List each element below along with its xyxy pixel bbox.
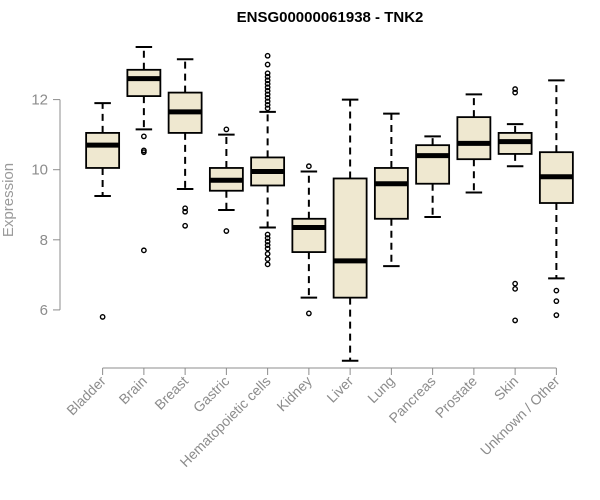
x-tick-label-liver: Liver — [323, 373, 356, 406]
outlier-hematopoietic-cells-16 — [264, 77, 271, 84]
outlier-kidney-0 — [305, 310, 312, 317]
outlier-breast-2 — [182, 205, 189, 212]
boxes-group — [85, 46, 574, 362]
outlier-skin-1 — [512, 285, 519, 292]
outlier-hematopoietic-cells-19 — [264, 61, 271, 68]
outlier-hematopoietic-cells-8 — [264, 105, 271, 112]
box-prostate — [456, 93, 492, 194]
y-tick-label-8: 8 — [40, 232, 48, 249]
box-unknown-other — [538, 79, 574, 319]
outlier-hematopoietic-cells-3 — [264, 245, 271, 252]
box-rect-liver — [332, 177, 368, 299]
outlier-unknown-other-0 — [553, 312, 560, 319]
box-gastric — [208, 126, 244, 234]
outlier-hematopoietic-cells-7 — [264, 231, 271, 238]
outlier-hematopoietic-cells-5 — [264, 238, 271, 245]
outlier-hematopoietic-cells-13 — [264, 87, 271, 94]
box-lung — [373, 112, 409, 268]
box-hematopoietic-cells — [250, 52, 286, 268]
outlier-hematopoietic-cells-9 — [264, 101, 271, 108]
outlier-hematopoietic-cells-1 — [264, 256, 271, 262]
x-tick-label-kidney: Kidney — [273, 373, 315, 415]
box-rect-brain — [126, 68, 162, 97]
y-tick-label-6: 6 — [40, 302, 48, 319]
y-tick-label-10: 10 — [31, 162, 48, 179]
box-liver — [332, 98, 368, 362]
outlier-hematopoietic-cells-17 — [264, 73, 271, 80]
x-tick-label-prostate: Prostate — [432, 373, 480, 421]
x-tick-label-bladder: Bladder — [63, 373, 109, 419]
box-rect-bladder — [85, 131, 121, 169]
outlier-unknown-other-2 — [553, 287, 560, 294]
outlier-unknown-other-1 — [553, 298, 560, 305]
chart-title: ENSG00000061938 - TNK2 — [237, 9, 424, 26]
outlier-hematopoietic-cells-4 — [264, 242, 271, 248]
y-tick-label-12: 12 — [31, 92, 48, 109]
outlier-hematopoietic-cells-14 — [264, 84, 271, 91]
outlier-gastric-0 — [223, 228, 230, 234]
outlier-hematopoietic-cells-6 — [264, 235, 271, 241]
box-skin — [497, 86, 533, 324]
outlier-hematopoietic-cells-10 — [264, 98, 271, 105]
box-rect-kidney — [291, 217, 327, 253]
outlier-brain-0 — [140, 247, 147, 254]
outlier-hematopoietic-cells-0 — [264, 261, 271, 268]
x-tick-label-breast: Breast — [151, 373, 191, 413]
outlier-kidney-1 — [305, 163, 312, 170]
box-rect-pancreas — [415, 144, 451, 185]
outlier-breast-1 — [182, 208, 189, 215]
box-breast — [167, 58, 203, 229]
box-rect-prostate — [456, 116, 492, 161]
outlier-hematopoietic-cells-2 — [264, 250, 271, 257]
outlier-hematopoietic-cells-18 — [264, 70, 271, 77]
outlier-hematopoietic-cells-15 — [264, 80, 271, 87]
outlier-hematopoietic-cells-12 — [264, 91, 271, 98]
box-brain — [126, 46, 162, 254]
outlier-brain-2 — [140, 147, 147, 154]
outlier-brain-3 — [140, 133, 147, 140]
outlier-gastric-1 — [223, 126, 230, 133]
x-tick-label-brain: Brain — [116, 373, 150, 407]
box-pancreas — [415, 135, 451, 219]
outlier-bladder-0 — [99, 314, 106, 320]
outlier-skin-3 — [512, 89, 519, 96]
outlier-skin-4 — [512, 86, 519, 92]
box-kidney — [291, 163, 327, 317]
outlier-skin-2 — [512, 280, 519, 287]
box-rect-lung — [373, 167, 409, 220]
x-tick-label-skin: Skin — [491, 373, 522, 404]
outlier-skin-0 — [512, 317, 519, 324]
outlier-hematopoietic-cells-11 — [264, 94, 271, 101]
y-axis: 6 8 10 12 — [31, 92, 61, 319]
outlier-hematopoietic-cells-20 — [264, 52, 271, 59]
outlier-breast-0 — [182, 222, 189, 229]
y-axis-label: Expression — [0, 163, 17, 237]
box-bladder — [85, 102, 121, 320]
x-tick-label-lung: Lung — [364, 373, 397, 406]
